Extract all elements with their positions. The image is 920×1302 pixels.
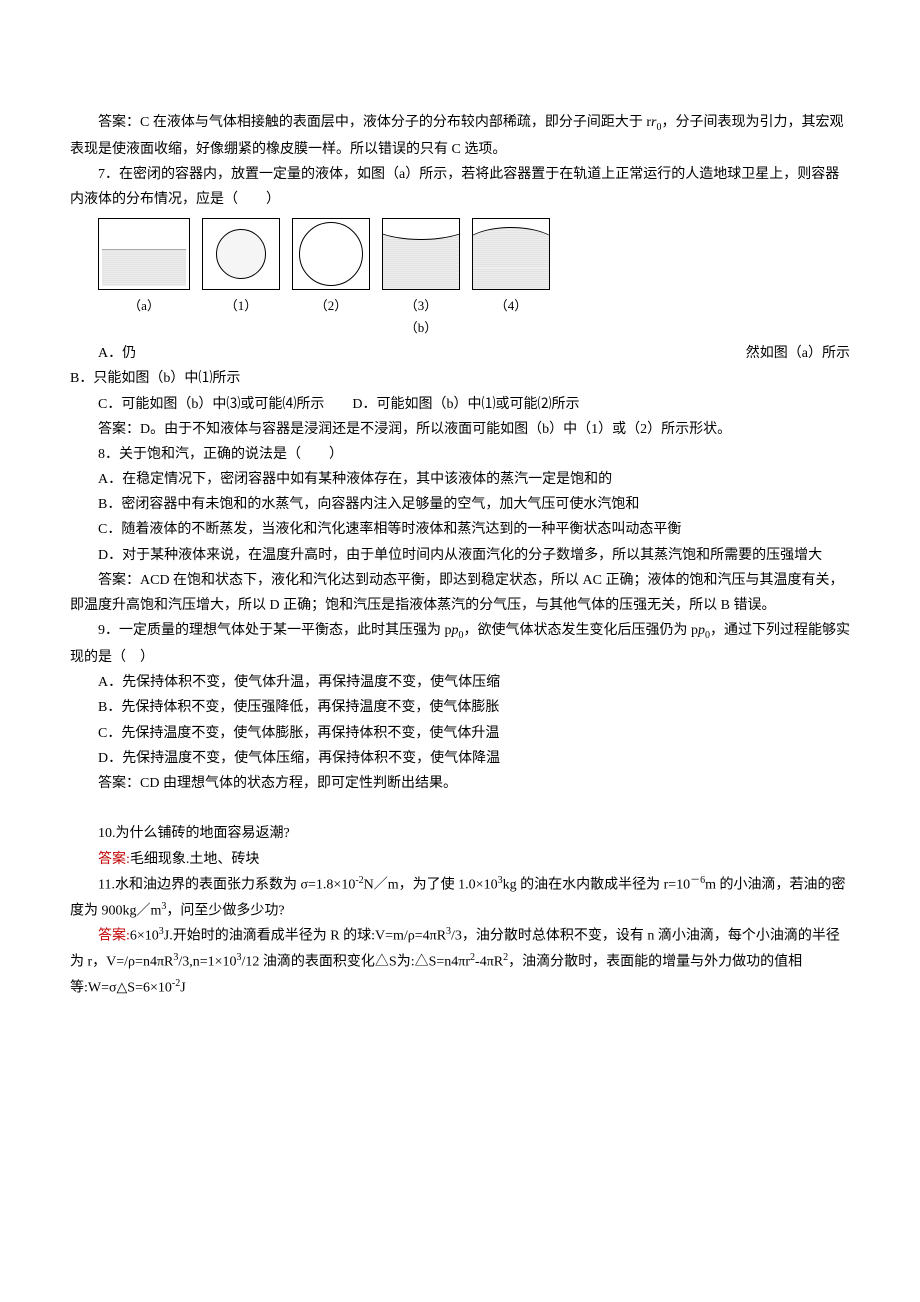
fig-a: （a） — [98, 218, 190, 317]
question-8-option-a: A．在稳定情况下，密闭容器中如有某种液体存在，其中该液体的蒸汽一定是饱和的 — [70, 467, 850, 492]
p-symbol-2: p — [698, 623, 705, 638]
q11-exp3: －6 — [690, 875, 705, 886]
liquid-sphere-small — [216, 229, 266, 279]
question-9: 9．一定质量的理想气体处于某一平衡态，此时其压强为 pp0，欲使气体状态发生变化… — [70, 618, 850, 670]
ans11-e: /12 油滴的表面积变化△S为:△S=n4πr — [242, 955, 470, 970]
question-9-a: 9．一定质量的理想气体处于某一平衡态，此时其压强为 p — [98, 623, 452, 638]
answer-6: 答案：C 在液体与气体相接触的表面层中，液体分子的分布较内部稀疏，即分子间距大于… — [70, 110, 850, 162]
caption-b1: （1） — [225, 294, 258, 317]
ans11-h: J — [180, 981, 185, 996]
answer-10-label: 答案: — [98, 852, 130, 867]
question-8-option-c: C．随着液体的不断蒸发，当液化和汽化速率相等时液体和蒸汽达到的一种平衡状态叫动态… — [70, 517, 850, 542]
question-9-option-b: B．先保持体积不变，使压强降低，再保持温度不变，使气体膨胀 — [70, 695, 850, 720]
question-7-option-c: C．可能如图（b）中⑶或可能⑷所示 — [98, 397, 324, 412]
fig-b4: （4） — [472, 218, 550, 317]
q11-exp1: -2 — [355, 875, 363, 886]
convex-surface — [382, 218, 460, 240]
fig-b2: （2） — [292, 218, 370, 317]
answer-10-text: 毛细现象.土地、砖块 — [130, 852, 260, 867]
answer-11-label: 答案: — [98, 929, 130, 944]
container-b3 — [382, 218, 460, 290]
container-b1 — [202, 218, 280, 290]
answer-11: 答案:6×103J.开始时的油滴看成半径为 R 的球:V=m/ρ=4πR3/3，… — [70, 923, 850, 1001]
question-9-option-a: A．先保持体积不变，使气体升温，再保持温度不变，使气体压缩 — [70, 670, 850, 695]
ans11-f: -4πR — [475, 955, 503, 970]
q11-e: ，问至少做多少功? — [166, 903, 284, 918]
question-9-option-c: C．先保持温度不变，使气体膨胀，再保持体积不变，使气体升温 — [70, 721, 850, 746]
question-8-option-b: B．密闭容器中有未饱和的水蒸气，向容器内注入足够量的空气，加大气压可使水汽饱和 — [70, 492, 850, 517]
question-7-option-a-tail: 然如图（a）所示 — [746, 341, 850, 366]
liquid-sphere-large — [299, 222, 363, 286]
question-8-option-d: D．对于某种液体来说，在温度升高时，由于单位时间内从液面汽化的分子数增多，所以其… — [70, 543, 850, 568]
ans11-b: J.开始时的油滴看成半径为 R 的球:V=m/ρ=4πR — [164, 929, 446, 944]
question-9-option-d: D．先保持温度不变，使气体压缩，再保持体积不变，使气体降温 — [70, 746, 850, 771]
answer-7: 答案：D。由于不知液体与容器是浸润还是不浸润，所以液面可能如图（b）中（1）或（… — [70, 417, 850, 442]
fig-b1: （1） — [202, 218, 280, 317]
container-a — [98, 218, 190, 290]
q11-b: N／m，为了使 1.0×10 — [364, 877, 498, 892]
concave-surface — [473, 219, 549, 247]
question-7-option-row: A．仍 然如图（a）所示 — [70, 341, 850, 366]
question-8: 8．关于饱和汽，正确的说法是（ ） — [70, 442, 850, 467]
caption-b4: （4） — [495, 294, 528, 317]
caption-a: （a） — [128, 294, 160, 317]
question-11: 11.水和油边界的表面张力系数为 σ=1.8×10-2N／m，为了使 1.0×1… — [70, 872, 850, 924]
question-7-option-a-head: A．仍 — [70, 341, 136, 366]
container-b2 — [292, 218, 370, 290]
ans11-exp7: -2 — [172, 978, 180, 989]
caption-b3: （3） — [405, 294, 438, 317]
ans11-d: /3,n=1×10 — [178, 955, 236, 970]
question-7-options-cd: C．可能如图（b）中⑶或可能⑷所示 D．可能如图（b）中⑴或可能⑵所示 — [70, 392, 850, 417]
figure-7: （a） （1） （2） （3） （b） （4） — [98, 218, 850, 339]
document-page: 答案：C 在液体与气体相接触的表面层中，液体分子的分布较内部稀疏，即分子间距大于… — [0, 0, 920, 1302]
question-7-option-b: B．只能如图（b）中⑴所示 — [70, 366, 850, 391]
answer-6-text-a: 答案：C 在液体与气体相接触的表面层中，液体分子的分布较内部稀疏，即分子间距大于… — [98, 115, 651, 130]
blank-line — [70, 796, 850, 821]
caption-b2: （2） — [315, 294, 348, 317]
container-b4 — [472, 218, 550, 290]
question-7: 7．在密闭的容器内，放置一定量的液体，如图（a）所示，若将此容器置于在轨道上正常… — [70, 162, 850, 212]
p-symbol-1: p — [452, 623, 459, 638]
caption-b: （b） — [405, 316, 438, 339]
question-7-option-d: D．可能如图（b）中⑴或可能⑵所示 — [352, 397, 579, 412]
answer-10: 答案:毛细现象.土地、砖块 — [70, 847, 850, 872]
question-10: 10.为什么铺砖的地面容易返潮? — [70, 821, 850, 846]
fig-b3: （3） （b） — [382, 218, 460, 339]
ans11-a: 6×10 — [130, 929, 159, 944]
q11-c: kg 的油在水内散成半径为 r=10 — [503, 877, 691, 892]
answer-9: 答案：CD 由理想气体的状态方程，即可定性判断出结果。 — [70, 771, 850, 796]
q11-a: 11.水和油边界的表面张力系数为 σ=1.8×10 — [98, 877, 355, 892]
answer-8: 答案：ACD 在饱和状态下，液化和汽化达到动态平衡，即达到稳定状态，所以 AC … — [70, 568, 850, 618]
question-9-b: ，欲使气体状态发生变化后压强仍为 p — [464, 623, 699, 638]
liquid-fill — [102, 249, 186, 286]
